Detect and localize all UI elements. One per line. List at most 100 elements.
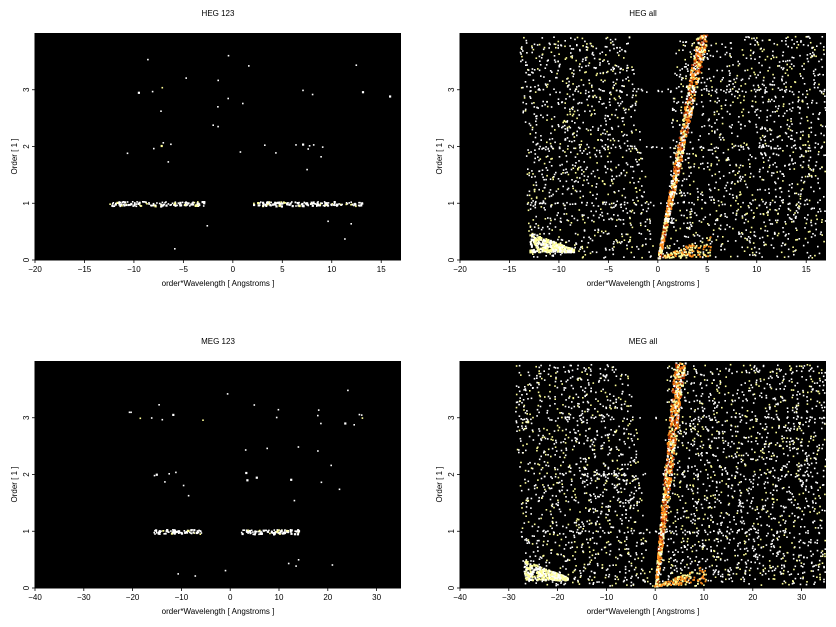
event-pixel: [260, 201, 262, 203]
event-pixel: [722, 236, 724, 238]
event-pixel: [583, 230, 586, 232]
event-pixel: [672, 203, 674, 206]
event-pixel: [588, 151, 591, 154]
event-pixel: [534, 242, 537, 245]
event-pixel: [595, 67, 597, 69]
event-pixel: [822, 93, 825, 95]
event-pixel: [819, 112, 821, 114]
event-pixel: [594, 438, 597, 441]
event-pixel: [679, 567, 682, 570]
event-pixel: [745, 229, 747, 231]
event-pixel: [740, 127, 742, 130]
event-pixel: [290, 529, 293, 532]
event-pixel: [721, 122, 724, 125]
event-pixel: [701, 162, 704, 165]
event-pixel: [791, 123, 793, 125]
event-pixel: [572, 106, 574, 108]
event-pixel: [823, 578, 825, 581]
event-pixel: [743, 142, 745, 144]
event-pixel: [680, 83, 682, 85]
event-pixel: [171, 532, 174, 534]
event-pixel: [728, 172, 731, 174]
event-pixel: [698, 57, 701, 60]
event-pixel: [668, 196, 671, 199]
event-pixel: [594, 234, 596, 237]
event-pixel: [694, 86, 696, 88]
event-pixel: [121, 201, 124, 204]
event-pixel: [608, 218, 610, 221]
chart-title: HEG 123: [202, 9, 235, 18]
event-pixel: [548, 228, 551, 230]
event-pixel: [260, 532, 263, 535]
event-pixel: [820, 132, 822, 135]
event-pixel: [812, 113, 814, 115]
event-pixel: [774, 181, 776, 183]
event-pixel: [715, 565, 718, 567]
y-tick-label: 1: [447, 200, 456, 205]
event-pixel: [813, 53, 815, 56]
event-pixel: [604, 45, 607, 48]
event-pixel: [541, 173, 543, 176]
event-pixel: [761, 456, 763, 459]
event-pixel: [774, 484, 777, 487]
event-pixel: [745, 422, 748, 424]
event-pixel: [533, 233, 536, 236]
event-pixel: [670, 207, 673, 210]
event-pixel: [569, 203, 571, 206]
event-pixel: [527, 168, 529, 170]
event-pixel: [571, 55, 574, 57]
event-pixel: [544, 245, 547, 248]
event-pixel: [700, 42, 703, 45]
event-pixel: [680, 253, 683, 256]
event-pixel: [767, 70, 769, 72]
event-pixel: [600, 208, 602, 210]
event-pixel: [682, 422, 684, 424]
event-pixel: [575, 242, 577, 244]
event-pixel: [671, 122, 673, 124]
event-pixel: [691, 202, 693, 204]
event-pixel: [608, 232, 610, 235]
event-pixel: [635, 545, 638, 547]
event-pixel: [683, 123, 686, 126]
event-pixel: [812, 436, 815, 438]
event-pixel: [546, 225, 549, 228]
event-pixel: [575, 59, 577, 62]
event-pixel: [613, 206, 615, 209]
event-pixel: [809, 53, 812, 55]
event-pixel: [552, 178, 554, 181]
event-pixel: [647, 203, 650, 206]
event-pixel: [543, 178, 545, 181]
event-pixel: [534, 175, 536, 178]
event-pixel: [671, 253, 674, 256]
event-pixel: [567, 247, 570, 250]
event-pixel: [697, 251, 699, 254]
event-pixel: [581, 66, 583, 69]
event-pixel: [185, 201, 187, 204]
event-pixel: [730, 187, 732, 190]
event-pixel: [662, 242, 665, 245]
event-pixel: [175, 471, 177, 474]
event-pixel: [621, 235, 624, 238]
event-pixel: [695, 62, 698, 65]
event-pixel: [667, 247, 669, 249]
event-pixel: [707, 58, 709, 60]
event-pixel: [583, 161, 585, 163]
event-pixel: [793, 253, 795, 256]
event-pixel: [310, 201, 313, 204]
event-pixel: [742, 108, 745, 111]
event-pixel: [558, 156, 561, 158]
event-pixel: [535, 196, 538, 198]
event-pixel: [260, 530, 262, 533]
event-pixel: [552, 248, 555, 251]
event-pixel: [688, 106, 691, 109]
event-pixel: [793, 139, 796, 142]
event-pixel: [153, 474, 156, 477]
event-pixel: [246, 479, 249, 482]
event-pixel: [706, 166, 709, 168]
event-pixel: [522, 502, 524, 504]
event-pixel: [599, 98, 602, 100]
event-pixel: [544, 197, 547, 200]
event-pixel: [580, 79, 583, 81]
event-pixel: [600, 139, 602, 141]
event-pixel: [612, 143, 614, 146]
